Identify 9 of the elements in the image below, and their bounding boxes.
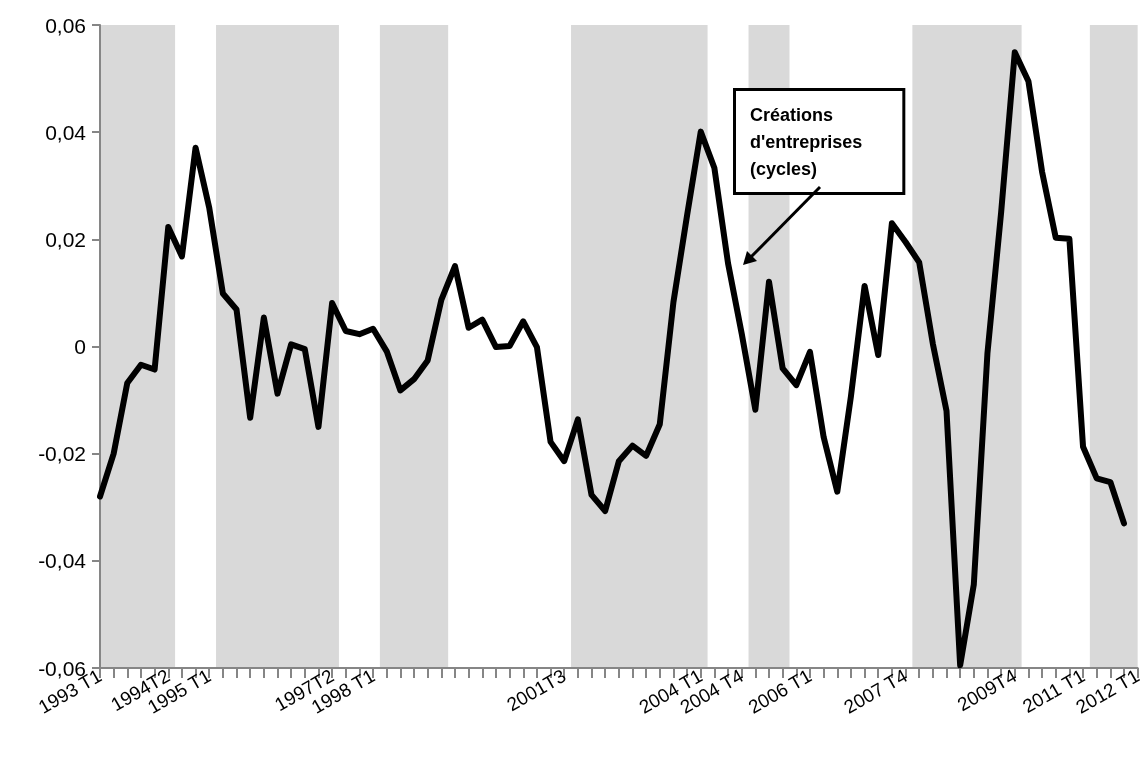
y-tick-label: -0,02 (38, 442, 86, 466)
y-tick-label: 0,02 (45, 227, 86, 251)
y-tick-label: 0,04 (45, 120, 87, 144)
y-tick-label: 0 (74, 335, 86, 358)
y-tick-label: -0,04 (38, 549, 87, 573)
annotation: Créations d'entreprises (cycles) (750, 104, 863, 179)
x-tick-label: 2007 T4 (840, 664, 911, 718)
y-tick-label: 0,06 (45, 13, 86, 37)
x-tick-label: 2006 T1 (744, 664, 816, 718)
